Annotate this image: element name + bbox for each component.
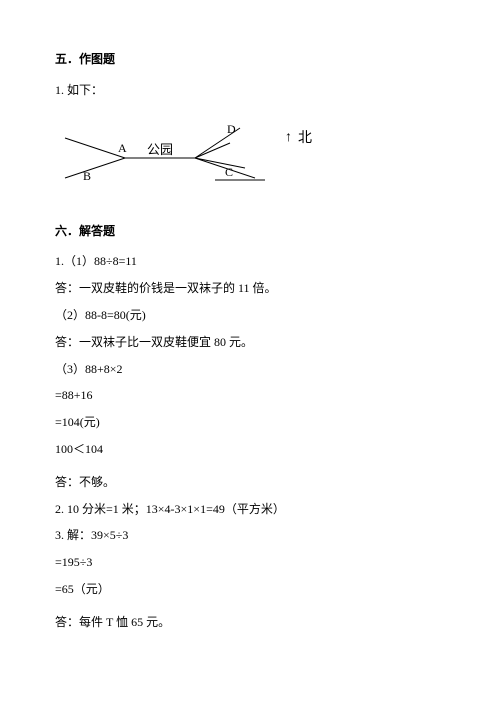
section-5-item1: 1. 如下： [55,79,445,102]
label-B: B [83,169,91,183]
s6-line-7: 100＜104 [55,438,445,461]
s6-line-3: 答：一双袜子比一双皮鞋便宜 80 元。 [55,331,445,354]
s6-line-1: 答：一双皮鞋的价钱是一双袜子的 11 倍。 [55,277,445,300]
label-C: C [225,165,233,179]
page-content: 五．作图题 1. 如下： A B C D 公园 ↑北 六． [0,0,500,634]
s6-line-13: 答：每件 T 恤 65 元。 [55,611,445,634]
s6-line-0: 1.（1）88÷8=11 [55,250,445,273]
north-arrow-icon: ↑ [285,131,292,145]
label-D: D [227,122,236,136]
north-label: 北 [298,126,312,153]
section-5-title: 五．作图题 [55,48,445,71]
s6-line-11: =195÷3 [55,551,445,574]
diagram-container: A B C D 公园 ↑北 [55,108,315,198]
label-park: 公园 [147,142,173,157]
s6-line-10: 3. 解：39×5÷3 [55,524,445,547]
s6-line-9: 2. 10 分米=1 米；13×4-3×1×1=49（平方米） [55,498,445,521]
north-indicator: ↑北 [285,126,312,153]
s6-line-4: （3）88+8×2 [55,358,445,381]
s6-line-2: （2）88-8=80(元) [55,304,445,327]
s6-line-8: 答：不够。 [55,471,445,494]
s6-line-5: =88+16 [55,384,445,407]
s6-line-12: =65（元） [55,578,445,601]
label-A: A [118,141,127,155]
section-6-title: 六．解答题 [55,220,445,243]
road-diagram: A B C D 公园 [55,108,275,198]
s6-line-6: =104(元) [55,411,445,434]
